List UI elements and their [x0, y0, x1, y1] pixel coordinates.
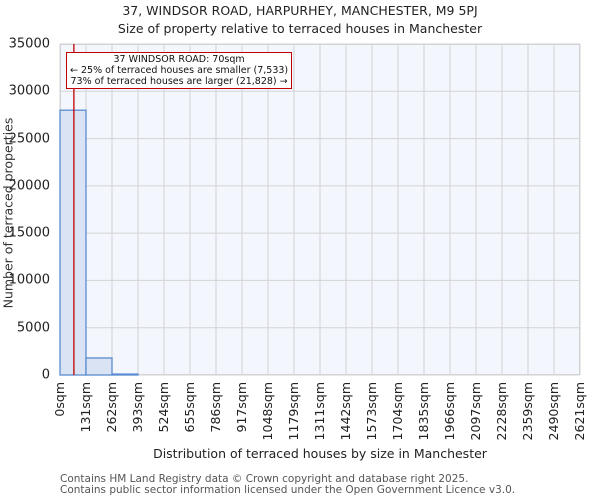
chart-subtitle: Size of property relative to terraced ho…	[117, 21, 483, 36]
annotation-smaller: ← 25% of terraced houses are smaller (7,…	[70, 65, 289, 76]
histogram-bar	[111, 373, 139, 376]
x-tick-label: 1442sqm	[338, 382, 353, 441]
x-tick-label: 2228sqm	[494, 382, 509, 441]
x-tick-label: 1048sqm	[260, 382, 275, 441]
x-tick-label: 524sqm	[156, 382, 171, 433]
x-tick-label: 1966sqm	[442, 382, 457, 441]
y-tick-label: 5000	[16, 320, 50, 336]
x-tick-label: 2621sqm	[572, 382, 587, 441]
annotation-title: 37 WINDSOR ROAD: 70sqm	[113, 54, 245, 65]
y-tick-label: 25000	[8, 131, 50, 147]
x-tick-label: 0sqm	[52, 382, 67, 417]
footer-licence: Contains public sector information licen…	[60, 484, 516, 496]
x-tick-label: 1704sqm	[390, 382, 405, 441]
property-annotation-box: 37 WINDSOR ROAD: 70sqm ← 25% of terraced…	[66, 52, 293, 89]
histogram-bar	[85, 357, 113, 376]
y-tick-label: 15000	[8, 225, 50, 241]
x-tick-label: 917sqm	[234, 382, 249, 433]
x-tick-label: 2359sqm	[520, 382, 535, 441]
footer-copyright: Contains HM Land Registry data © Crown c…	[60, 473, 469, 485]
x-tick-label: 655sqm	[182, 382, 197, 433]
annotation-larger: 73% of terraced houses are larger (21,82…	[70, 76, 288, 87]
x-tick-label: 1179sqm	[286, 382, 301, 441]
x-tick-label: 1311sqm	[312, 382, 327, 441]
y-tick-label: 10000	[8, 272, 50, 288]
y-tick-label: 30000	[8, 83, 50, 99]
x-tick-label: 262sqm	[104, 382, 119, 433]
y-tick-label: 0	[41, 367, 50, 383]
x-tick-label: 393sqm	[130, 382, 145, 433]
x-tick-label: 1573sqm	[364, 382, 379, 441]
y-axis-label: Number of terraced properties	[0, 117, 16, 309]
y-tick-label: 20000	[8, 178, 50, 194]
x-tick-label: 786sqm	[208, 382, 223, 433]
x-tick-label: 2097sqm	[468, 382, 483, 441]
histogram-bar	[59, 109, 87, 376]
x-axis-label: Distribution of terraced houses by size …	[153, 446, 487, 461]
x-tick-label: 1835sqm	[416, 382, 431, 441]
x-tick-label: 2490sqm	[546, 382, 561, 441]
x-tick-label: 131sqm	[78, 382, 93, 433]
y-tick-label: 35000	[8, 36, 50, 52]
chart-title: 37, WINDSOR ROAD, HARPURHEY, MANCHESTER,…	[122, 3, 478, 18]
